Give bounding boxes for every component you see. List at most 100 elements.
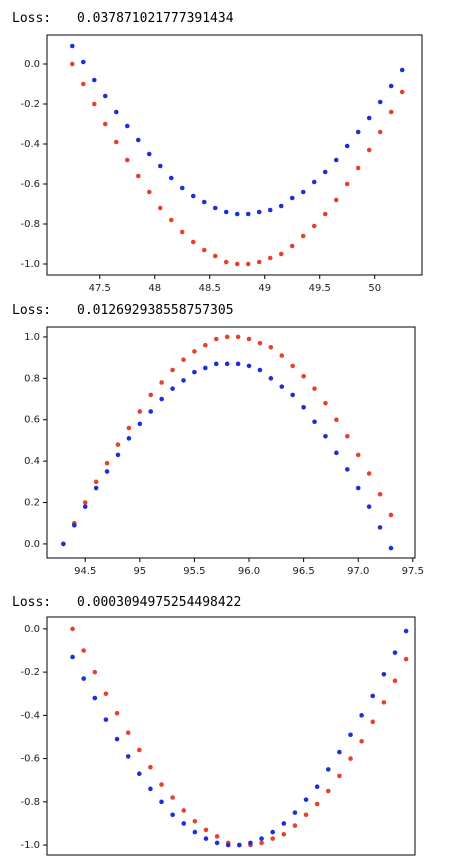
data-point — [314, 784, 320, 789]
data-point — [190, 193, 196, 199]
data-point — [403, 628, 409, 634]
data-point — [257, 367, 263, 373]
data-point — [126, 436, 132, 441]
data-point — [192, 829, 198, 835]
x-tick-label: 96.0 — [238, 566, 260, 577]
data-point — [70, 654, 75, 660]
data-point — [245, 211, 251, 217]
x-tick-label: 50 — [368, 283, 381, 294]
data-point — [91, 77, 97, 83]
data-point — [344, 181, 350, 187]
data-point — [179, 185, 185, 191]
data-point — [279, 384, 285, 389]
data-point — [312, 386, 317, 391]
y-tick-label: -0.4 — [20, 139, 40, 150]
data-point — [114, 736, 120, 742]
x-tick-label: 97.5 — [402, 566, 424, 577]
data-point — [311, 223, 317, 229]
data-point — [114, 710, 120, 716]
data-point — [181, 378, 186, 383]
data-point — [70, 626, 75, 632]
data-point — [159, 396, 164, 402]
data-point — [359, 738, 364, 744]
data-point — [257, 340, 263, 346]
loss-value: 0.037871021777391434 — [77, 11, 234, 26]
data-point — [92, 669, 98, 675]
data-point — [214, 840, 220, 846]
data-point — [344, 467, 350, 472]
data-point — [104, 469, 110, 474]
data-point — [212, 253, 218, 259]
data-point — [303, 812, 309, 818]
data-point — [325, 767, 331, 772]
data-point — [267, 207, 273, 213]
data-point — [256, 209, 262, 215]
x-tick-label: 47.5 — [89, 283, 111, 294]
data-point — [245, 261, 251, 267]
data-point — [323, 400, 328, 406]
data-point — [102, 121, 108, 127]
x-tick-label: 97.0 — [347, 566, 369, 577]
data-point — [81, 648, 86, 653]
y-tick-label: 0.0 — [24, 624, 40, 635]
y-tick-label: 0.6 — [24, 415, 40, 426]
data-point — [203, 342, 208, 348]
data-point — [113, 139, 119, 145]
data-point — [71, 522, 77, 528]
data-point — [256, 259, 262, 265]
data-point — [124, 123, 130, 129]
data-point — [82, 504, 88, 509]
data-point — [381, 700, 387, 705]
data-point — [377, 491, 383, 497]
data-point — [61, 541, 66, 547]
y-tick-label: -0.2 — [20, 99, 40, 110]
data-point — [314, 801, 320, 807]
data-point — [80, 59, 86, 65]
y-tick-label: -0.6 — [20, 179, 40, 190]
data-point — [203, 365, 208, 371]
data-point — [212, 205, 218, 211]
data-point — [159, 782, 164, 787]
data-point — [303, 797, 309, 802]
data-point — [334, 450, 339, 456]
data-point — [388, 83, 394, 89]
data-point — [203, 827, 209, 833]
data-point — [223, 209, 229, 215]
data-point — [103, 717, 109, 722]
loss-label: Loss: — [12, 595, 51, 610]
x-tick-label: 94.5 — [74, 566, 96, 577]
data-point — [381, 671, 387, 677]
axes-frame — [46, 616, 416, 856]
data-point — [388, 109, 394, 115]
data-point — [148, 764, 153, 770]
data-point — [113, 109, 119, 115]
chart-panel: Loss: 0.037871021777391434 0.0 -0.2 -0.4 -0.6… — [12, 11, 423, 294]
loss-value: 0.0003094975254498422 — [77, 595, 241, 610]
data-point — [103, 691, 109, 697]
data-point — [377, 129, 383, 135]
data-point — [190, 239, 196, 245]
data-point — [181, 357, 186, 363]
data-point — [355, 452, 361, 458]
data-point — [337, 749, 342, 755]
data-point — [146, 151, 152, 157]
data-point — [237, 842, 242, 848]
y-tick-label: 0.8 — [24, 373, 40, 384]
data-point — [388, 545, 394, 551]
data-point — [267, 255, 273, 261]
chart-panel: Loss: 0.012692938558757305 0.0 0.2 0.4 0.6 0.8… — [12, 303, 424, 577]
data-point — [334, 417, 339, 423]
data-point — [290, 392, 295, 398]
y-tick-label: 0.2 — [24, 498, 40, 509]
data-point — [377, 99, 383, 105]
data-point — [370, 693, 376, 699]
y-tick-label: 0.0 — [24, 539, 40, 550]
data-point — [224, 361, 230, 367]
y-tick-label: -0.6 — [20, 754, 40, 765]
data-point — [344, 433, 350, 439]
data-point — [201, 247, 207, 253]
x-tick-label: 48 — [148, 283, 161, 294]
data-point — [192, 818, 198, 824]
data-point — [170, 812, 175, 818]
